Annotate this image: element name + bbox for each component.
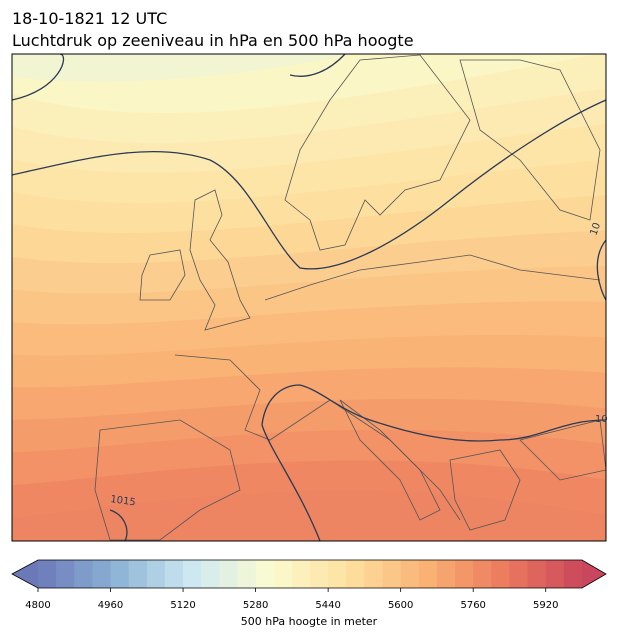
colorbar-segment bbox=[436, 560, 456, 588]
colorbar-segment bbox=[310, 560, 329, 588]
colorbar-segment bbox=[364, 560, 384, 588]
colorbar-segment bbox=[509, 560, 529, 588]
contour-label: 1015 bbox=[110, 494, 137, 508]
colorbar-segment bbox=[183, 560, 202, 588]
colorbar-segment bbox=[92, 560, 112, 588]
colorbar-tick-label: 5120 bbox=[170, 600, 195, 611]
title-line1: 18-10-1821 12 UTC bbox=[12, 9, 167, 28]
colorbar-extend-low bbox=[12, 560, 38, 588]
colorbar-segment bbox=[527, 560, 547, 588]
colorbar-segment bbox=[491, 560, 510, 588]
colorbar-segment bbox=[128, 560, 148, 588]
height-bands bbox=[12, 54, 606, 541]
colorbar-segment bbox=[473, 560, 492, 588]
colorbar-segment bbox=[74, 560, 93, 588]
colorbar-segment bbox=[382, 560, 402, 588]
contour-label: 10 bbox=[588, 221, 603, 237]
colorbar-segment bbox=[201, 560, 220, 588]
colorbar-segment bbox=[563, 560, 583, 588]
colorbar-extend-high bbox=[582, 560, 606, 588]
colorbar-segment bbox=[273, 560, 293, 588]
contour-label: 10 bbox=[595, 414, 608, 425]
colorbar-segment bbox=[237, 560, 257, 588]
isobars bbox=[12, 54, 606, 541]
colorbar-segment bbox=[346, 560, 365, 588]
colorbar-segment bbox=[418, 560, 438, 588]
colorbar-segment bbox=[38, 560, 57, 588]
colorbar-tick-label: 5280 bbox=[243, 600, 268, 611]
colorbar-tick-label: 5920 bbox=[533, 600, 558, 611]
colorbar-tick-label: 5760 bbox=[460, 600, 485, 611]
colorbar-segment bbox=[328, 560, 347, 588]
colorbar-tick-label: 5600 bbox=[388, 600, 413, 611]
colorbar-label: 500 hPa hoogte in meter bbox=[241, 615, 378, 628]
colorbar-segment bbox=[110, 560, 130, 588]
colorbar-segment bbox=[455, 560, 474, 588]
colorbar-segment bbox=[164, 560, 184, 588]
colorbar-tick-label: 5440 bbox=[315, 600, 340, 611]
colorbar-segment bbox=[545, 560, 565, 588]
colorbar-segment bbox=[291, 560, 311, 588]
band bbox=[12, 54, 356, 82]
colorbar-segment bbox=[400, 560, 420, 588]
colorbar-tick-label: 4960 bbox=[98, 600, 123, 611]
map-frame bbox=[11, 53, 607, 542]
colorbar-tick-label: 4800 bbox=[25, 600, 50, 611]
colorbar-segment bbox=[255, 560, 275, 588]
colorbar-segment bbox=[56, 560, 75, 588]
colorbar-segment bbox=[219, 560, 238, 588]
coastlines bbox=[94, 54, 606, 541]
colorbar: 4800 4960 5120 5280 5440 5600 5760 5920 bbox=[11, 559, 607, 611]
title-line2: Luchtdruk op zeeniveau in hPa en 500 hPa… bbox=[12, 31, 414, 50]
colorbar-segment bbox=[146, 560, 166, 588]
